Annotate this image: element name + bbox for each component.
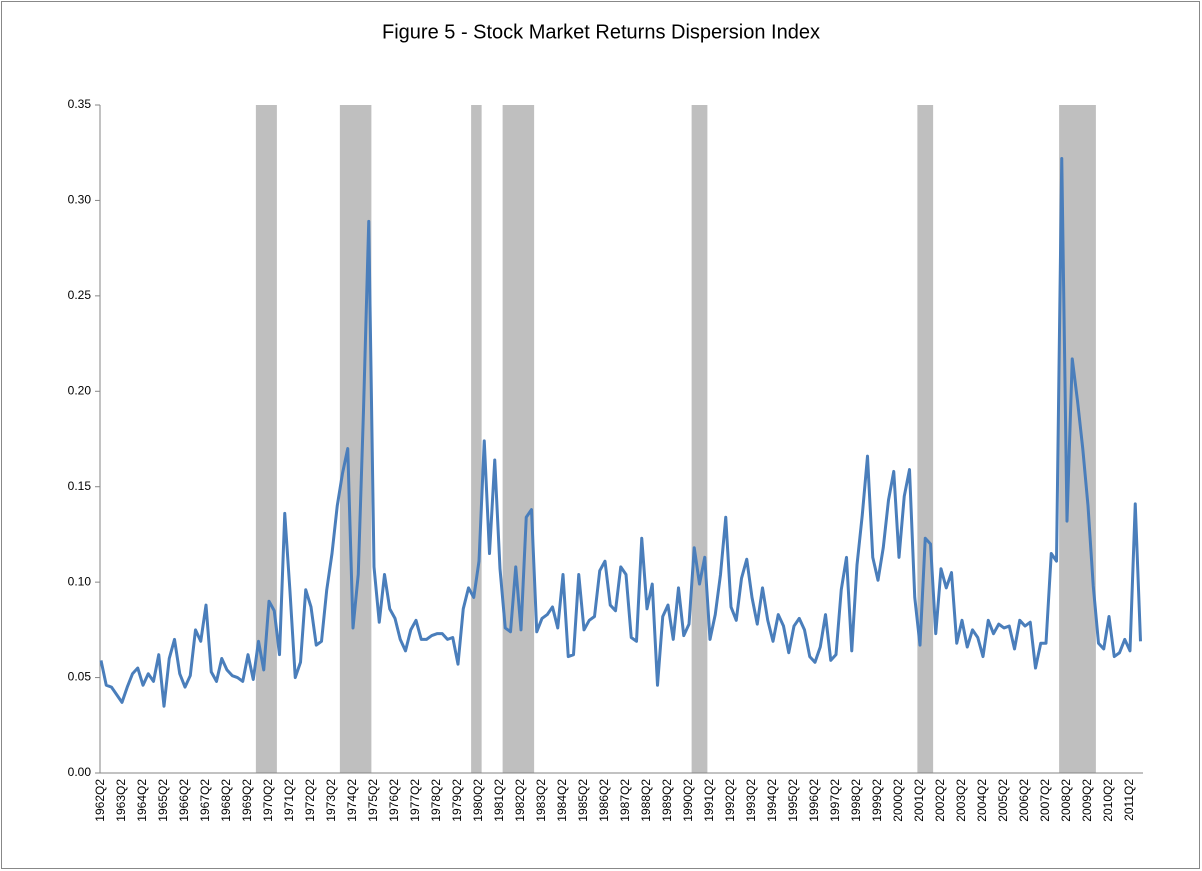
x-tick-label: 2001Q2 <box>912 779 926 822</box>
x-tick-label: 2008Q2 <box>1059 779 1073 822</box>
y-tick-label: 0.05 <box>68 670 92 684</box>
x-tick-label: 1983Q2 <box>534 779 548 822</box>
x-tick-label: 1982Q2 <box>513 779 527 822</box>
shaded-period <box>917 105 934 773</box>
shaded-period <box>339 105 372 773</box>
x-tick-label: 2003Q2 <box>954 779 968 822</box>
y-tick-label: 0.25 <box>68 288 92 302</box>
x-tick-label: 1997Q2 <box>828 779 842 822</box>
x-tick-label: 1976Q2 <box>387 779 401 822</box>
x-tick-label: 1985Q2 <box>576 779 590 822</box>
x-tick-label: 1992Q2 <box>723 779 737 822</box>
x-tick-label: 1988Q2 <box>639 779 653 822</box>
x-tick-label: 1994Q2 <box>765 779 779 822</box>
x-tick-label: 1963Q2 <box>114 779 128 822</box>
y-tick-label: 0.35 <box>68 97 92 111</box>
shaded-period <box>691 105 708 773</box>
x-tick-label: 1966Q2 <box>177 779 191 822</box>
x-tick-label: 1973Q2 <box>324 779 338 822</box>
x-tick-label: 2009Q2 <box>1080 779 1094 822</box>
x-tick-label: 1977Q2 <box>408 779 422 822</box>
chart-title: Figure 5 - Stock Market Returns Dispersi… <box>382 21 820 43</box>
x-tick-label: 2004Q2 <box>975 779 989 822</box>
x-tick-label: 2000Q2 <box>891 779 905 822</box>
x-tick-label: 1987Q2 <box>618 779 632 822</box>
x-tick-label: 1980Q2 <box>471 779 485 822</box>
x-tick-label: 1996Q2 <box>807 779 821 822</box>
x-tick-label: 2007Q2 <box>1038 779 1052 822</box>
x-tick-label: 1964Q2 <box>135 779 149 822</box>
x-tick-label: 2010Q2 <box>1101 779 1115 822</box>
x-tick-label: 1965Q2 <box>156 779 170 822</box>
x-tick-label: 1989Q2 <box>660 779 674 822</box>
x-tick-label: 1999Q2 <box>870 779 884 822</box>
data-line <box>99 156 1142 708</box>
x-tick-label: 1975Q2 <box>366 779 380 822</box>
y-tick-label: 0.10 <box>68 574 92 588</box>
x-tick-label: 1979Q2 <box>450 779 464 822</box>
x-tick-label: 1981Q2 <box>492 779 506 822</box>
x-tick-label: 1968Q2 <box>219 779 233 822</box>
x-tick-label: 2002Q2 <box>933 779 947 822</box>
x-tick-label: 2005Q2 <box>996 779 1010 822</box>
x-tick-label: 1986Q2 <box>597 779 611 822</box>
x-tick-label: 1974Q2 <box>345 779 359 822</box>
x-tick-label: 1984Q2 <box>555 779 569 822</box>
x-tick-label: 1971Q2 <box>282 779 296 822</box>
shaded-period <box>502 105 535 773</box>
x-tick-label: 2006Q2 <box>1017 779 1031 822</box>
y-tick-label: 0.00 <box>68 765 92 779</box>
x-tick-label: 1967Q2 <box>198 779 212 822</box>
y-tick-label: 0.30 <box>68 193 92 207</box>
y-tick-label: 0.20 <box>68 383 92 397</box>
x-tick-label: 1970Q2 <box>261 779 275 822</box>
x-tick-label: 1972Q2 <box>303 779 317 822</box>
shaded-period <box>255 105 277 773</box>
x-tick-label: 1998Q2 <box>849 779 863 822</box>
x-tick-label: 1993Q2 <box>744 779 758 822</box>
x-tick-label: 1990Q2 <box>681 779 695 822</box>
shaded-period <box>471 105 482 773</box>
x-tick-label: 1991Q2 <box>702 779 716 822</box>
x-tick-label: 1969Q2 <box>240 779 254 822</box>
x-tick-label: 1978Q2 <box>429 779 443 822</box>
y-tick-label: 0.15 <box>68 479 92 493</box>
x-tick-label: 2011Q2 <box>1122 779 1136 821</box>
x-tick-label: 1995Q2 <box>786 779 800 822</box>
x-tick-label: 1962Q2 <box>93 779 107 822</box>
